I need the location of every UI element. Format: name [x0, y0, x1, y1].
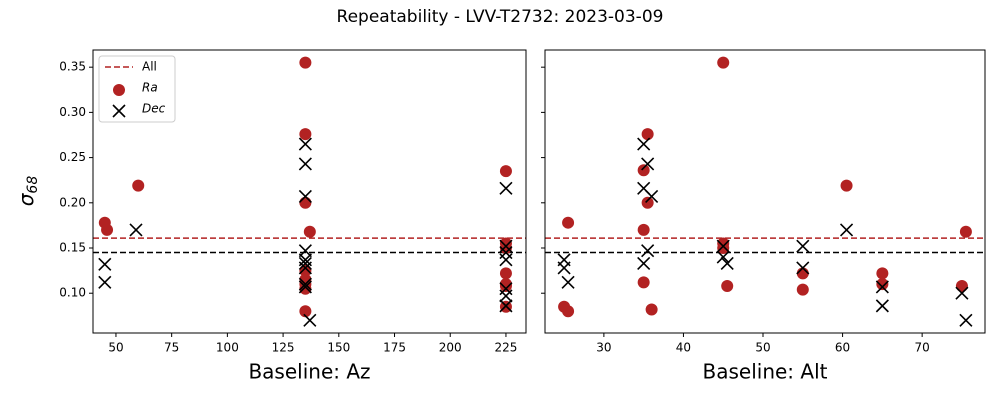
data-point [298, 189, 312, 204]
data-point [299, 305, 312, 318]
data-point [101, 223, 114, 236]
x-tick-label: 100 [216, 341, 239, 355]
data-point [717, 242, 730, 255]
data-point [299, 264, 312, 277]
axes-frame [544, 49, 986, 334]
x-tick-label: 60 [835, 341, 850, 355]
x-tick-label: 150 [327, 341, 350, 355]
data-point [499, 253, 513, 267]
x-tick-label: 225 [494, 341, 517, 355]
data-point [499, 299, 513, 313]
data-point [876, 278, 889, 291]
legend-marker [112, 104, 126, 118]
data-point [955, 286, 969, 300]
data-point [641, 157, 655, 171]
axes-frame [92, 49, 527, 334]
data-point [641, 196, 654, 209]
x-axis-label: Baseline: Az [248, 360, 370, 384]
data-point [959, 313, 973, 327]
y-tick-label: 0.15 [59, 241, 86, 255]
data-point [562, 216, 575, 229]
data-point [876, 267, 889, 280]
x-tick-label: 75 [164, 341, 179, 355]
x-tick-label: 200 [439, 341, 462, 355]
y-tick-label: 0.30 [59, 105, 86, 119]
data-point [132, 179, 145, 192]
data-point [796, 267, 809, 280]
y-tick-label: 0.20 [59, 195, 86, 209]
x-tick-label: 70 [915, 341, 930, 355]
data-point [299, 196, 312, 209]
data-point [562, 305, 575, 318]
data-point [561, 275, 575, 289]
data-point [796, 239, 810, 253]
legend-label: All [142, 60, 157, 74]
y-label-symbol: σ [14, 192, 38, 206]
data-point [499, 289, 513, 303]
data-point [645, 189, 659, 204]
x-tick-label: 125 [272, 341, 295, 355]
legend-label: Ra [142, 81, 158, 95]
data-point [840, 179, 853, 192]
data-point [839, 223, 854, 237]
data-point [499, 242, 512, 255]
data-point [499, 279, 512, 292]
data-point [298, 277, 312, 291]
data-point [637, 164, 650, 177]
data-point [499, 181, 513, 195]
data-point [299, 128, 312, 141]
data-point [637, 276, 650, 289]
data-point [721, 279, 734, 292]
data-point [717, 56, 730, 69]
data-point [716, 250, 730, 264]
data-point [298, 280, 312, 294]
data-point [716, 239, 730, 253]
data-point [129, 223, 143, 237]
data-point [298, 157, 312, 171]
y-label-subscript: 68 [25, 176, 41, 194]
x-axis-label: Baseline: Alt [703, 360, 828, 384]
data-point [499, 165, 512, 178]
legend-marker [113, 84, 125, 96]
data-point [298, 261, 312, 275]
data-point [796, 261, 810, 275]
data-point [499, 239, 513, 253]
x-tick-label: 40 [676, 341, 691, 355]
data-point [875, 280, 889, 294]
legend: All Ra Dec [98, 55, 176, 123]
x-tick-label: 50 [755, 341, 770, 355]
data-point [298, 256, 312, 270]
data-point [955, 279, 968, 292]
x-tick-label: 50 [108, 341, 123, 355]
data-point [641, 128, 654, 141]
data-point [303, 225, 316, 238]
data-point [637, 223, 650, 236]
data-point [299, 56, 312, 69]
data-point [641, 244, 655, 258]
data-point [720, 256, 734, 270]
data-point [875, 299, 889, 313]
data-point [959, 225, 972, 238]
data-point [637, 256, 651, 270]
legend-label: Dec [142, 102, 166, 116]
y-tick-label: 0.25 [59, 150, 86, 164]
x-tick-label: 30 [596, 341, 611, 355]
y-tick-label: 0.35 [59, 60, 86, 74]
data-point [298, 137, 312, 151]
data-point [796, 283, 809, 296]
data-point [499, 267, 512, 280]
data-point [637, 137, 651, 151]
data-point [303, 313, 317, 327]
figure-title: Repeatability - LVV-T2732: 2023-03-09 [337, 7, 664, 27]
x-tick-label: 175 [383, 341, 406, 355]
data-point [645, 303, 658, 316]
legend-box [98, 55, 176, 123]
data-point [557, 261, 571, 275]
data-point [98, 275, 112, 289]
y-tick-label: 0.10 [59, 286, 86, 300]
y-axis-label: σ68 [14, 176, 42, 207]
data-point [98, 257, 112, 271]
